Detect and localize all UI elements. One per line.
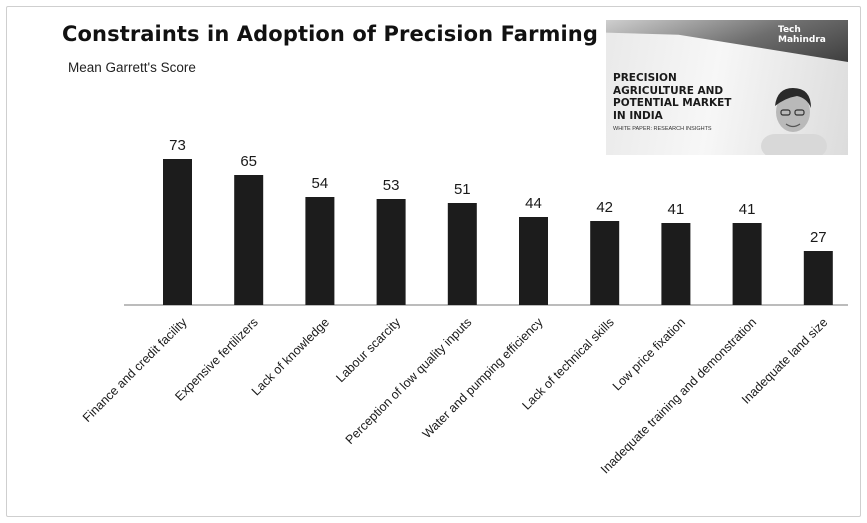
value-label: 54: [312, 175, 329, 192]
bar: [376, 199, 406, 305]
cover-heading-line-4: IN INDIA: [613, 109, 663, 122]
bar: [447, 203, 477, 305]
cover-subheading: WHITE PAPER: RESEARCH INSIGHTS: [613, 126, 712, 132]
logo-line-1: Tech: [778, 25, 801, 35]
cover-heading-line-3: POTENTIAL MARKET: [613, 97, 732, 109]
bar: [234, 175, 264, 305]
value-label: 53: [383, 177, 400, 194]
bar: [661, 223, 691, 305]
logo-line-2: Mahindra: [778, 35, 826, 45]
category-label: Water and pumping efficiency: [420, 315, 546, 441]
value-labels-group: 73 65 54 53 51 44 42 41 41 27: [169, 137, 826, 246]
cover-heading: PRECISION AGRICULTURE AND POTENTIAL MARK…: [613, 72, 773, 122]
cover-heading-line-2: AGRICULTURE AND: [613, 84, 724, 97]
bar: [163, 159, 192, 305]
value-label: 42: [596, 199, 613, 216]
chart-title: Constraints in Adoption of Precision Far…: [62, 22, 598, 46]
bar: [305, 197, 335, 305]
white-paper-cover-image: Tech Mahindra PRECISION AGRICULTURE AND …: [606, 20, 848, 155]
category-label: Low price fixation: [610, 315, 688, 393]
bar: [803, 251, 833, 305]
category-label: Lack of knowledge: [249, 315, 332, 398]
bar: [590, 221, 620, 305]
category-label: Perception of low quality inputs: [343, 315, 475, 447]
value-label: 27: [810, 229, 827, 246]
cover-heading-line-1: PRECISION: [613, 72, 677, 84]
value-label: 73: [169, 137, 186, 154]
value-label: 65: [240, 153, 257, 170]
category-label: Inadequate training and demonstration: [598, 315, 759, 476]
value-label: 41: [668, 201, 685, 218]
value-label: 41: [739, 201, 756, 218]
value-label: 44: [525, 195, 542, 212]
person-photo-icon: [761, 88, 827, 155]
tech-mahindra-logo: Tech Mahindra: [778, 25, 838, 45]
chart-subtitle: Mean Garrett's Score: [68, 60, 196, 75]
bars-group: [163, 159, 833, 305]
bar: [732, 223, 762, 305]
category-label: Finance and credit facility: [80, 315, 190, 425]
category-label: Labour scarcity: [333, 315, 403, 385]
bar: [519, 217, 548, 305]
value-label: 51: [454, 181, 471, 198]
